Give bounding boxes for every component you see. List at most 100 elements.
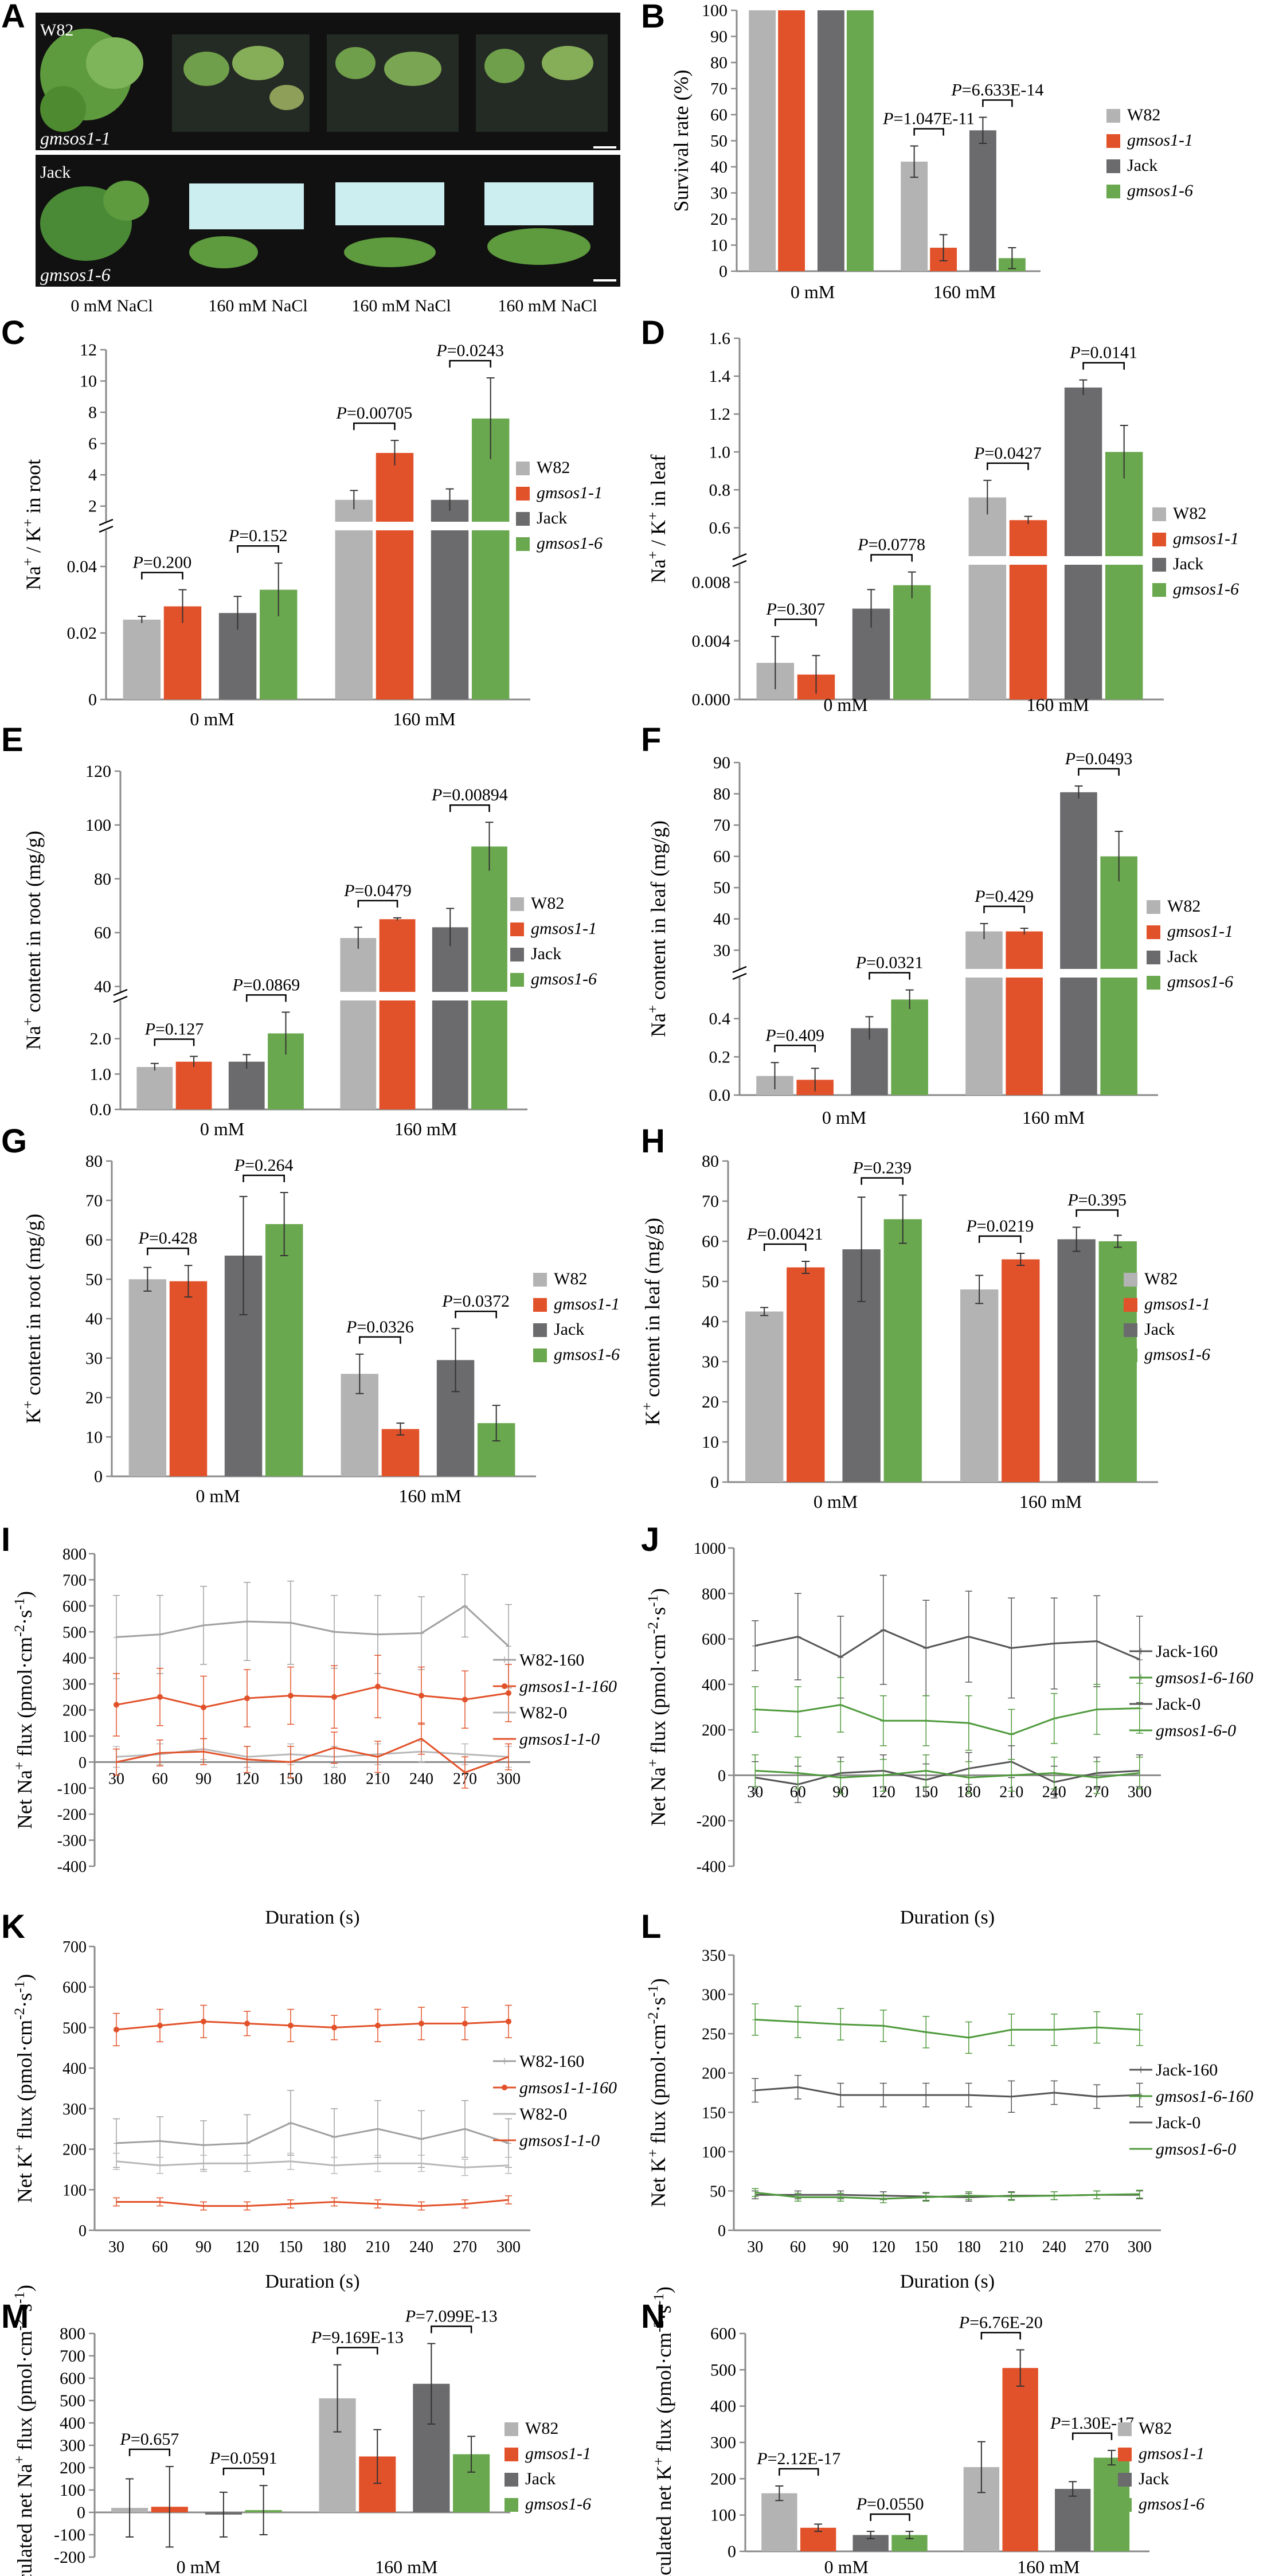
x-category-label: 160 mM — [398, 1486, 461, 1506]
x-category-label: 160 mM — [1019, 1491, 1082, 1512]
y-tick-label: 1.0 — [90, 1065, 112, 1084]
series-line-Jack-160 — [754, 1629, 1140, 1660]
pvalue-bracket — [1076, 1209, 1119, 1217]
legend-label-W82: W82 — [1173, 504, 1206, 523]
y-axis-label: Net K+ flux (pmol·cm-2·s-1) — [646, 1978, 670, 2207]
x-category-label: 160 mM — [1017, 2557, 1080, 2576]
legend-swatch-Jack — [1152, 558, 1166, 572]
y-tick-label: 500 — [710, 2360, 736, 2379]
y-tick-label: -400 — [697, 1858, 726, 1876]
x-tick-label: 60 — [152, 2238, 168, 2256]
pvalue-label: P=0.00705 — [336, 404, 413, 423]
legend-swatch-gmsos1-1 — [1147, 925, 1160, 939]
y-tick-label: 1000 — [694, 1540, 726, 1558]
x-tick-label: 30 — [108, 2238, 124, 2256]
bar-Jack-0mM — [228, 1061, 265, 1109]
bar-W82-160mM — [960, 1289, 999, 1482]
y-axis-label: Na+ content in root (mg/g) — [21, 831, 45, 1050]
legend-swatch-Jack — [1124, 1323, 1137, 1337]
bar-gmsos1-6-160mM-lower — [1105, 565, 1143, 699]
y-axis-label: Caculated net K+ flux (pmol·cm-2·s-1) — [651, 2286, 676, 2576]
legend-swatch-gmsos1-1 — [1152, 533, 1166, 546]
y-tick-label: 30 — [85, 1349, 103, 1368]
y-tick-label: 250 — [702, 2026, 726, 2043]
pvalue-bracket — [982, 99, 1013, 107]
y-tick-label: 80 — [94, 870, 111, 889]
pvalue-bracket — [154, 1038, 195, 1046]
x-category-label: 0 mM — [814, 1491, 858, 1512]
bar-gmsos1-6-0mM — [883, 1219, 922, 1482]
legend-swatch-gmsos1-6 — [533, 1348, 547, 1362]
legend-label-Jack: Jack — [537, 509, 567, 527]
bar-Jack-160mM — [1064, 387, 1102, 556]
x-tick-label: 90 — [832, 2238, 848, 2256]
bar-gmsos1-1-160mM — [1002, 1259, 1040, 1482]
pvalue-label: P=0.409 — [765, 1026, 824, 1045]
x-category-label: 0 mM — [177, 2557, 221, 2576]
y-tick-label: 70 — [85, 1191, 103, 1210]
legend-swatch-gmsos1-6 — [1147, 976, 1160, 990]
y-tick-label: 60 — [94, 924, 111, 943]
data-point: + — [113, 1630, 120, 1644]
scale-bar — [593, 279, 616, 282]
pvalue-bracket — [449, 359, 491, 368]
y-tick-label: 300 — [60, 2436, 85, 2455]
y-tick-label: 0.0 — [90, 1100, 112, 1119]
axis-break-gap — [109, 992, 533, 1000]
bar-W82-160mM-lower — [965, 978, 1003, 1095]
legend-marker: + — [1137, 2063, 1145, 2078]
legend-label-W82: W82 — [537, 458, 570, 477]
series-line-Jack-160 — [755, 2086, 1140, 2098]
legend-label-W82-160: W82-160 — [519, 2052, 584, 2071]
y-tick-label: 30 — [702, 1353, 719, 1371]
y-tick-label: 200 — [702, 1722, 726, 1740]
y-tick-label: 0 — [77, 2503, 85, 2522]
bar-gmsos1-1-160mM-lower — [1006, 978, 1043, 1095]
photo-label-gmsos1-6: gmsos1-6 — [40, 264, 111, 285]
y-tick-label: 8 — [88, 403, 97, 422]
legend-label-gmsos1-6-0: gmsos1-6-0 — [1156, 1721, 1236, 1740]
legend-label-Jack: Jack — [1167, 947, 1198, 966]
legend-label-W82: W82 — [1167, 897, 1200, 916]
legend-label-gmsos1-1-160: gmsos1-1-160 — [519, 1677, 617, 1696]
y-tick-label: 0.008 — [692, 573, 731, 592]
pvalue-label: P=0.0869 — [232, 975, 300, 994]
pvalue-label: P=0.0591 — [209, 2449, 277, 2468]
y-tick-label: 0 — [718, 2222, 726, 2240]
pvalue-bracket — [141, 572, 183, 580]
pvalue-label: P=0.0427 — [973, 444, 1042, 463]
legend-label-Jack-160: Jack-160 — [1156, 2061, 1218, 2079]
legend-swatch-gmsos1-6 — [505, 2498, 518, 2512]
panel-letter-i: I — [1, 1521, 10, 1558]
bar-W82-0mM — [745, 1311, 784, 1482]
y-tick-label: 100 — [62, 1728, 87, 1746]
y-tick-label: 0.8 — [709, 480, 731, 499]
pvalue-bracket — [128, 2448, 171, 2457]
legend-label-W82: W82 — [1139, 2419, 1172, 2438]
legend-label-gmsos1-6: gmsos1-6 — [531, 970, 597, 988]
legend-swatch-Jack — [1106, 159, 1120, 173]
pvalue-label: P=0.264 — [234, 1156, 294, 1175]
bar-gmsos1-1-160mM — [1002, 2368, 1038, 2551]
y-tick-label: 40 — [710, 158, 728, 177]
legend-swatch-gmsos1-1 — [516, 487, 530, 501]
pvalue-label: P=0.0141 — [1069, 343, 1137, 362]
pvalue-label: P=6.76E-20 — [959, 2313, 1043, 2332]
y-tick-label: 300 — [702, 1987, 726, 2004]
pvalue-label: P=0.127 — [144, 1020, 204, 1039]
bar-gmsos1-1-160mM — [379, 919, 416, 992]
caption-160mm-2: 160 mM NaCl — [351, 296, 451, 315]
y-tick-label: 10 — [702, 1433, 719, 1452]
y-axis-label: Survival rate (%) — [670, 70, 693, 212]
legend-swatch-gmsos1-1 — [510, 922, 524, 936]
y-tick-label: 0.000 — [692, 690, 731, 709]
legend-label-W82: W82 — [531, 894, 564, 913]
scale-bar — [593, 146, 616, 148]
y-tick-label: 350 — [702, 1947, 726, 1965]
bar-gmsos1-6-0mM — [893, 585, 931, 699]
pvalue-bracket — [353, 422, 396, 431]
series-line-gmsos1-1-160 — [116, 2020, 509, 2031]
legend-label-W82: W82 — [1144, 1269, 1178, 1288]
y-tick-label: 200 — [60, 2458, 85, 2477]
